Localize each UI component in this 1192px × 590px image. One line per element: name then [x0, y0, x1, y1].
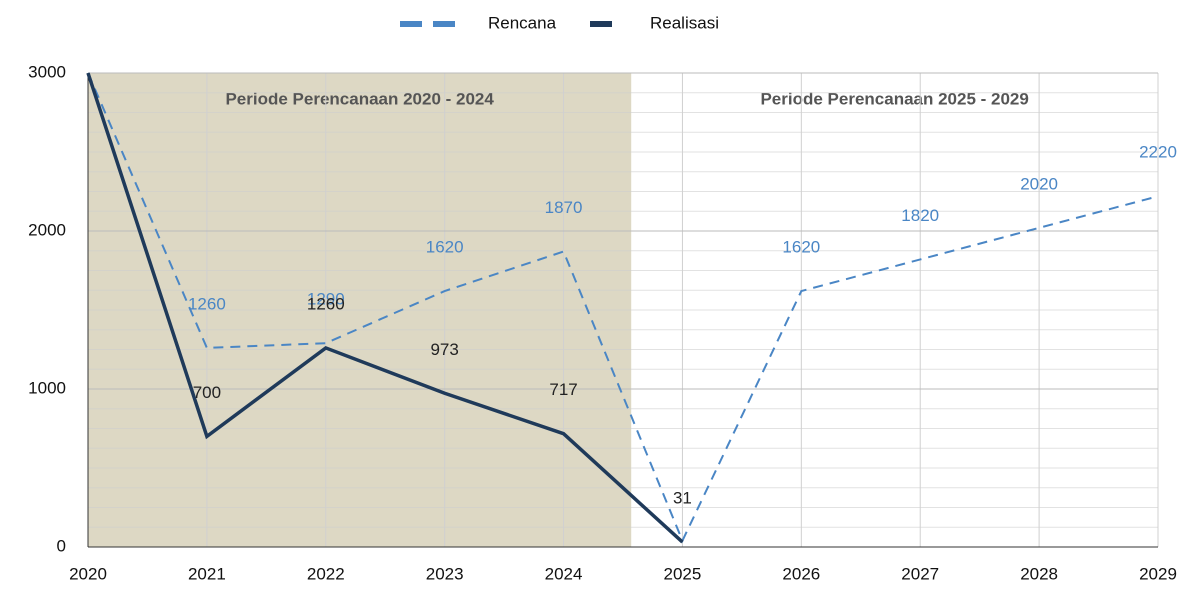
x-tick-label: 2020 [69, 564, 107, 583]
data-label: 1260 [188, 294, 226, 313]
data-label: 2020 [1020, 174, 1058, 193]
data-label: 2220 [1139, 143, 1177, 162]
band-label: Periode Perencanaan 2020 - 2024 [225, 89, 494, 108]
data-label: 1620 [426, 238, 464, 257]
legend-label: Rencana [488, 13, 557, 32]
x-tick-label: 2021 [188, 564, 226, 583]
x-tick-label: 2028 [1020, 564, 1058, 583]
data-label: 31 [673, 489, 692, 508]
band-label: Periode Perencanaan 2025 - 2029 [760, 89, 1028, 108]
x-tick-label: 2024 [545, 564, 583, 583]
series-line [87, 72, 1159, 544]
y-tick-label: 1000 [28, 378, 66, 397]
x-tick-label: 2029 [1139, 564, 1177, 583]
y-tick-label: 0 [57, 536, 66, 555]
data-label: 1620 [782, 238, 820, 257]
x-tick-label: 2023 [426, 564, 464, 583]
data-label: 1820 [901, 206, 939, 225]
data-label: 1870 [545, 198, 583, 217]
data-label: 1260 [307, 294, 345, 313]
data-label: 973 [430, 340, 458, 359]
x-tick-label: 2026 [782, 564, 820, 583]
legend-label: Realisasi [650, 13, 719, 32]
x-tick-label: 2025 [664, 564, 702, 583]
series-line [86, 72, 684, 544]
data-label: 1290 [307, 290, 345, 309]
y-tick-label: 2000 [28, 220, 66, 239]
data-label: 700 [193, 383, 221, 402]
data-label: 717 [549, 380, 577, 399]
x-tick-label: 2022 [307, 564, 345, 583]
x-tick-label: 2027 [901, 564, 939, 583]
y-tick-label: 3000 [28, 62, 66, 81]
